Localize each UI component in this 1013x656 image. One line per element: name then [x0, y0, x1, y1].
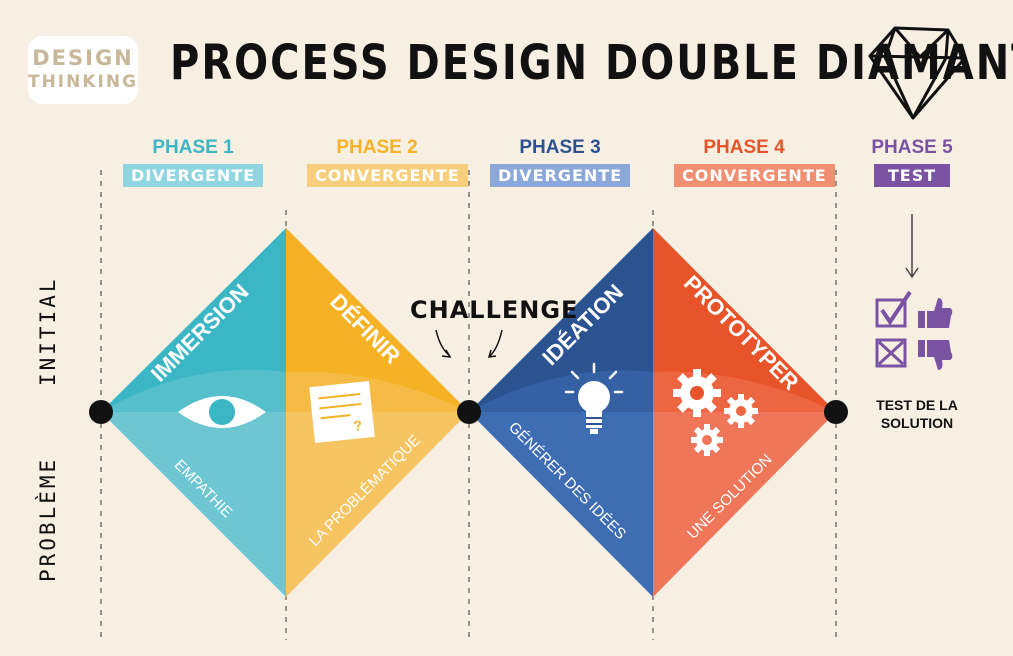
phase-5-header: PHASE 5 TEST	[842, 136, 982, 187]
diamond-icon	[868, 26, 967, 120]
phase-5-tag: TEST	[873, 164, 951, 187]
x-box-icon	[875, 338, 907, 368]
gear-small-icon	[691, 424, 723, 456]
definir-bottom-triangle	[286, 412, 469, 597]
gear-large-icon	[673, 369, 721, 417]
phase-5-number: PHASE 5	[871, 137, 953, 158]
definir-top-triangle	[286, 228, 469, 412]
prototyper-bottom-triangle	[653, 412, 836, 597]
immersion-top-triangle	[101, 228, 286, 412]
prototyper-top-triangle	[653, 228, 836, 412]
note-question-icon: ?	[309, 381, 375, 443]
start-node	[89, 400, 113, 424]
challenge-node	[457, 400, 481, 424]
svg-text:?: ?	[353, 417, 363, 434]
thumbs-down-icon	[918, 340, 953, 370]
test-solution-label: TEST DE LA SOLUTION	[852, 396, 982, 432]
lightbulb-icon	[564, 362, 624, 434]
immersion-bottom-triangle	[101, 412, 286, 597]
logo-line-1: DESIGN	[32, 46, 134, 70]
eye-icon	[178, 396, 266, 428]
design-thinking-logo: DESIGN THINKING	[28, 36, 138, 104]
challenge-arrow-right	[489, 329, 503, 357]
test-solution-line-1: TEST DE LA	[876, 397, 958, 413]
phase-4-header: PHASE 4 CONVERGENTE	[674, 136, 835, 187]
phase-4-number: PHASE 4	[703, 137, 785, 158]
phase-1-header: PHASE 1 DIVERGENTE	[123, 136, 264, 187]
phase-3-tag: DIVERGENTE	[490, 164, 631, 187]
check-box-icon	[875, 290, 912, 328]
ideation-bottom-triangle	[469, 412, 653, 597]
phase-2-tag: CONVERGENTE	[307, 164, 468, 187]
challenge-arrow-left-head	[441, 349, 452, 358]
phase-2-number: PHASE 2	[336, 137, 418, 158]
challenge-label: CHALLENGE	[410, 296, 579, 324]
phase-2-header: PHASE 2 CONVERGENTE	[307, 136, 468, 187]
phase-1-tag: DIVERGENTE	[123, 164, 264, 187]
phase-3-number: PHASE 3	[519, 137, 601, 158]
arrow-down-icon	[905, 214, 919, 279]
phase-3-header: PHASE 3 DIVERGENTE	[490, 136, 631, 187]
gear-medium-icon	[724, 394, 758, 428]
thumbs-up-icon	[918, 298, 953, 328]
test-solution-line-2: SOLUTION	[880, 415, 954, 431]
challenge-arrow-right-head	[487, 349, 497, 358]
logo-line-2: THINKING	[27, 72, 139, 92]
phase-4-tag: CONVERGENTE	[674, 164, 835, 187]
ideation-top-triangle	[469, 228, 653, 412]
phase-1-number: PHASE 1	[152, 137, 234, 158]
gears-icon	[673, 369, 758, 456]
end-node	[824, 400, 848, 424]
